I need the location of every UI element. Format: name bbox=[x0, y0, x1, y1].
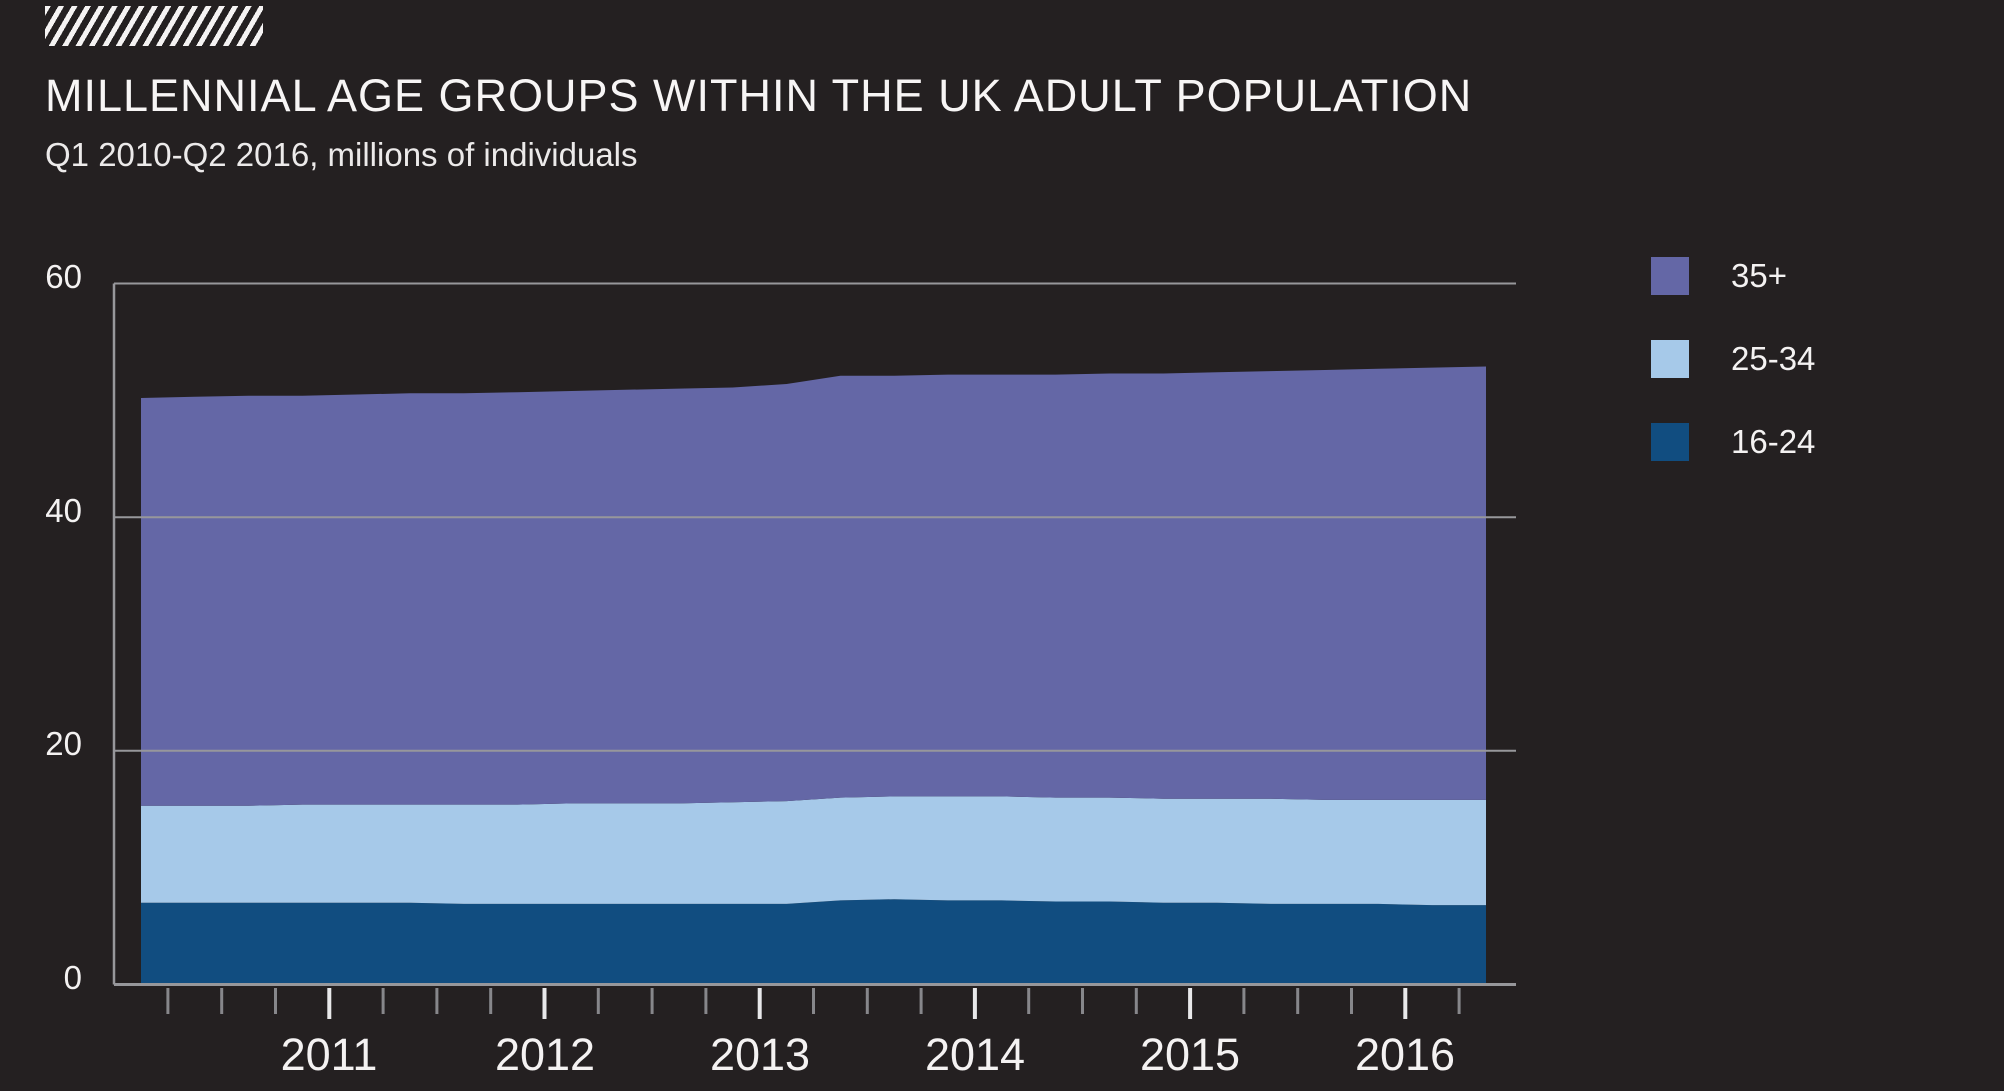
x-axis-label-2011: 2011 bbox=[280, 1029, 378, 1080]
legend-label-35plus: 35+ bbox=[1731, 257, 1787, 294]
y-axis-label-0: 0 bbox=[63, 959, 82, 996]
y-axis-label-20: 20 bbox=[45, 725, 82, 762]
y-axis-label-60: 60 bbox=[45, 258, 82, 295]
legend-label-25-34: 25-34 bbox=[1731, 340, 1816, 377]
legend-item-16-24: 16-24 bbox=[1651, 423, 1815, 461]
x-axis-label-2013: 2013 bbox=[709, 1029, 811, 1080]
legend-swatch-25-34 bbox=[1651, 340, 1689, 378]
x-axis-label-2012: 2012 bbox=[494, 1029, 596, 1080]
page-subtitle: Q1 2010-Q2 2016, millions of individuals bbox=[45, 136, 638, 173]
area-25-34 bbox=[141, 796, 1486, 906]
x-axis-label-2016: 2016 bbox=[1354, 1029, 1456, 1080]
y-axis-label-40: 40 bbox=[45, 492, 82, 529]
legend: 35+ 25-34 16-24 bbox=[1651, 257, 1815, 506]
page-title: MILLENNIAL AGE GROUPS WITHIN THE UK ADUL… bbox=[45, 70, 1473, 121]
x-axis-label-2014: 2014 bbox=[924, 1029, 1026, 1080]
legend-swatch-16-24 bbox=[1651, 423, 1689, 461]
legend-item-35plus: 35+ bbox=[1651, 257, 1815, 295]
legend-label-16-24: 16-24 bbox=[1731, 423, 1816, 460]
legend-item-25-34: 25-34 bbox=[1651, 340, 1815, 378]
hatch-decoration bbox=[45, 6, 263, 46]
area-16-24 bbox=[141, 899, 1486, 985]
area-35+ bbox=[141, 366, 1486, 806]
x-axis-label-2015: 2015 bbox=[1139, 1029, 1241, 1080]
legend-swatch-35plus bbox=[1651, 257, 1689, 295]
